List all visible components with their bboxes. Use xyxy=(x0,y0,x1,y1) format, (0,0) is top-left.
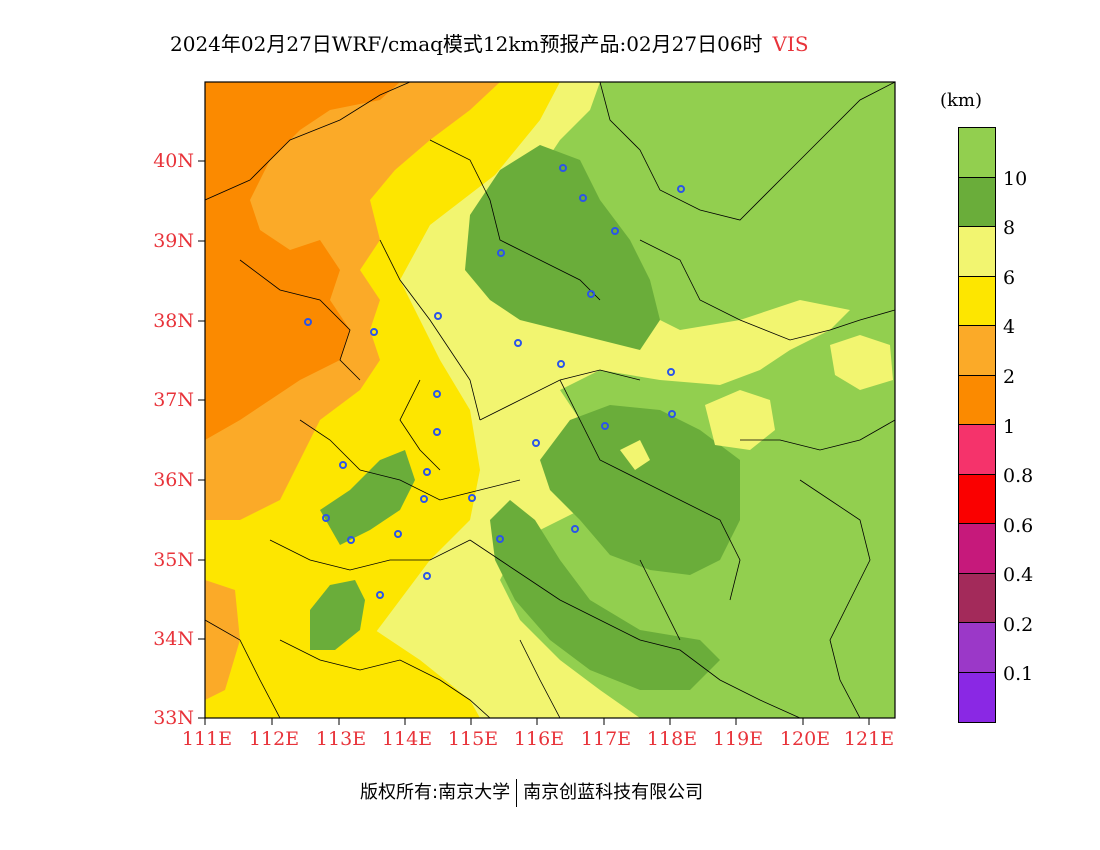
lat-label-40n: 40N xyxy=(153,150,194,172)
city-marker xyxy=(677,185,685,193)
city-marker xyxy=(532,439,540,447)
city-marker xyxy=(514,339,522,347)
city-marker xyxy=(370,328,378,336)
city-marker xyxy=(394,530,402,538)
city-marker xyxy=(468,494,476,502)
legend-swatch xyxy=(959,326,995,376)
legend-label-0-8: 0.8 xyxy=(1003,465,1034,487)
legend-label-10: 10 xyxy=(1003,168,1028,190)
legend-swatch xyxy=(959,128,995,178)
vis-6-8-patch-east xyxy=(705,390,775,450)
lat-label-39n: 39N xyxy=(153,230,194,252)
lat-label-34n: 34N xyxy=(153,628,194,650)
legend-label-2: 2 xyxy=(1003,366,1016,388)
vis-8-10-band-middle xyxy=(540,405,740,575)
legend-label-6: 6 xyxy=(1003,267,1016,289)
lon-label-114e: 114E xyxy=(381,728,433,750)
title-variable: VIS xyxy=(772,32,809,56)
lat-label-35n: 35N xyxy=(153,549,194,571)
vis-6-8-patch-coast xyxy=(830,335,893,390)
city-markers xyxy=(304,164,685,599)
city-marker xyxy=(322,514,330,522)
legend-label-4: 4 xyxy=(1003,316,1016,338)
copyright-right: 南京创蓝科技有限公司 xyxy=(523,782,704,803)
city-marker xyxy=(667,368,675,376)
copyright-footer: 版权所有:南京大学 南京创蓝科技有限公司 xyxy=(360,778,703,807)
legend-swatch xyxy=(959,375,995,425)
legend-label-0-6: 0.6 xyxy=(1003,515,1034,537)
axis-ticks xyxy=(198,160,870,725)
legend-swatch xyxy=(959,474,995,524)
legend-swatch xyxy=(959,276,995,326)
legend-label-0-2: 0.2 xyxy=(1003,614,1034,636)
city-marker xyxy=(423,468,431,476)
vis-8-10-band-south xyxy=(490,500,720,690)
color-legend xyxy=(958,127,996,723)
vis-6-8-patch-center xyxy=(620,440,650,470)
lon-label-111e: 111E xyxy=(181,728,233,750)
copyright-left: 版权所有:南京大学 xyxy=(360,782,511,803)
city-marker xyxy=(420,495,428,503)
city-marker xyxy=(579,194,587,202)
lon-label-121e: 121E xyxy=(843,728,895,750)
legend-swatch xyxy=(959,623,995,673)
legend-swatch xyxy=(959,524,995,574)
map-fill xyxy=(205,82,895,718)
vis-4-6-region-south xyxy=(205,590,480,718)
city-marker xyxy=(587,290,595,298)
lat-label-33n: 33N xyxy=(153,707,194,729)
city-marker xyxy=(339,461,347,469)
city-marker xyxy=(376,591,384,599)
city-marker xyxy=(433,390,441,398)
city-marker xyxy=(497,249,505,257)
lon-label-115e: 115E xyxy=(447,728,499,750)
footer-divider xyxy=(516,779,518,807)
legend-label-0-4: 0.4 xyxy=(1003,564,1034,586)
city-marker xyxy=(434,312,442,320)
legend-swatch xyxy=(959,573,995,623)
legend-label-1: 1 xyxy=(1003,416,1016,438)
city-marker xyxy=(304,318,312,326)
city-marker xyxy=(611,227,619,235)
lon-label-112e: 112E xyxy=(248,728,300,750)
legend-label-8: 8 xyxy=(1003,217,1016,239)
city-marker xyxy=(571,525,579,533)
legend-unit: (km) xyxy=(940,90,983,111)
boundary-lines xyxy=(205,82,895,718)
title-text: 2024年02月27日WRF/cmaq模式12km预报产品:02月27日06时 xyxy=(170,32,763,56)
city-marker xyxy=(423,572,431,580)
city-marker xyxy=(433,428,441,436)
legend-swatch xyxy=(959,672,995,722)
legend-swatch xyxy=(959,425,995,475)
lon-label-119e: 119E xyxy=(712,728,764,750)
vis-2-4-region-sw xyxy=(205,580,240,700)
city-marker xyxy=(601,422,609,430)
legend-swatch xyxy=(959,177,995,227)
city-marker xyxy=(559,164,567,172)
legend-label-0-1: 0.1 xyxy=(1003,663,1034,685)
lon-label-120e: 120E xyxy=(779,728,831,750)
vis-1-2-region xyxy=(205,82,400,440)
vis-8-10-band-north xyxy=(465,145,660,350)
city-marker xyxy=(668,410,676,418)
chart-title: 2024年02月27日WRF/cmaq模式12km预报产品:02月27日06时 V… xyxy=(170,28,809,57)
city-marker xyxy=(557,360,565,368)
lat-label-38n: 38N xyxy=(153,310,194,332)
legend-swatch xyxy=(959,227,995,277)
vis-8-10-patch-sw xyxy=(310,580,365,650)
city-marker xyxy=(496,535,504,543)
lon-label-113e: 113E xyxy=(315,728,367,750)
vis-2-4-region xyxy=(205,82,500,520)
city-marker xyxy=(347,536,355,544)
lon-label-118e: 118E xyxy=(646,728,698,750)
lon-label-117e: 117E xyxy=(580,728,632,750)
vis-8-10-patch-west xyxy=(320,450,415,545)
lat-label-37n: 37N xyxy=(153,389,194,411)
lon-label-116e: 116E xyxy=(513,728,565,750)
lat-label-36n: 36N xyxy=(153,469,194,491)
